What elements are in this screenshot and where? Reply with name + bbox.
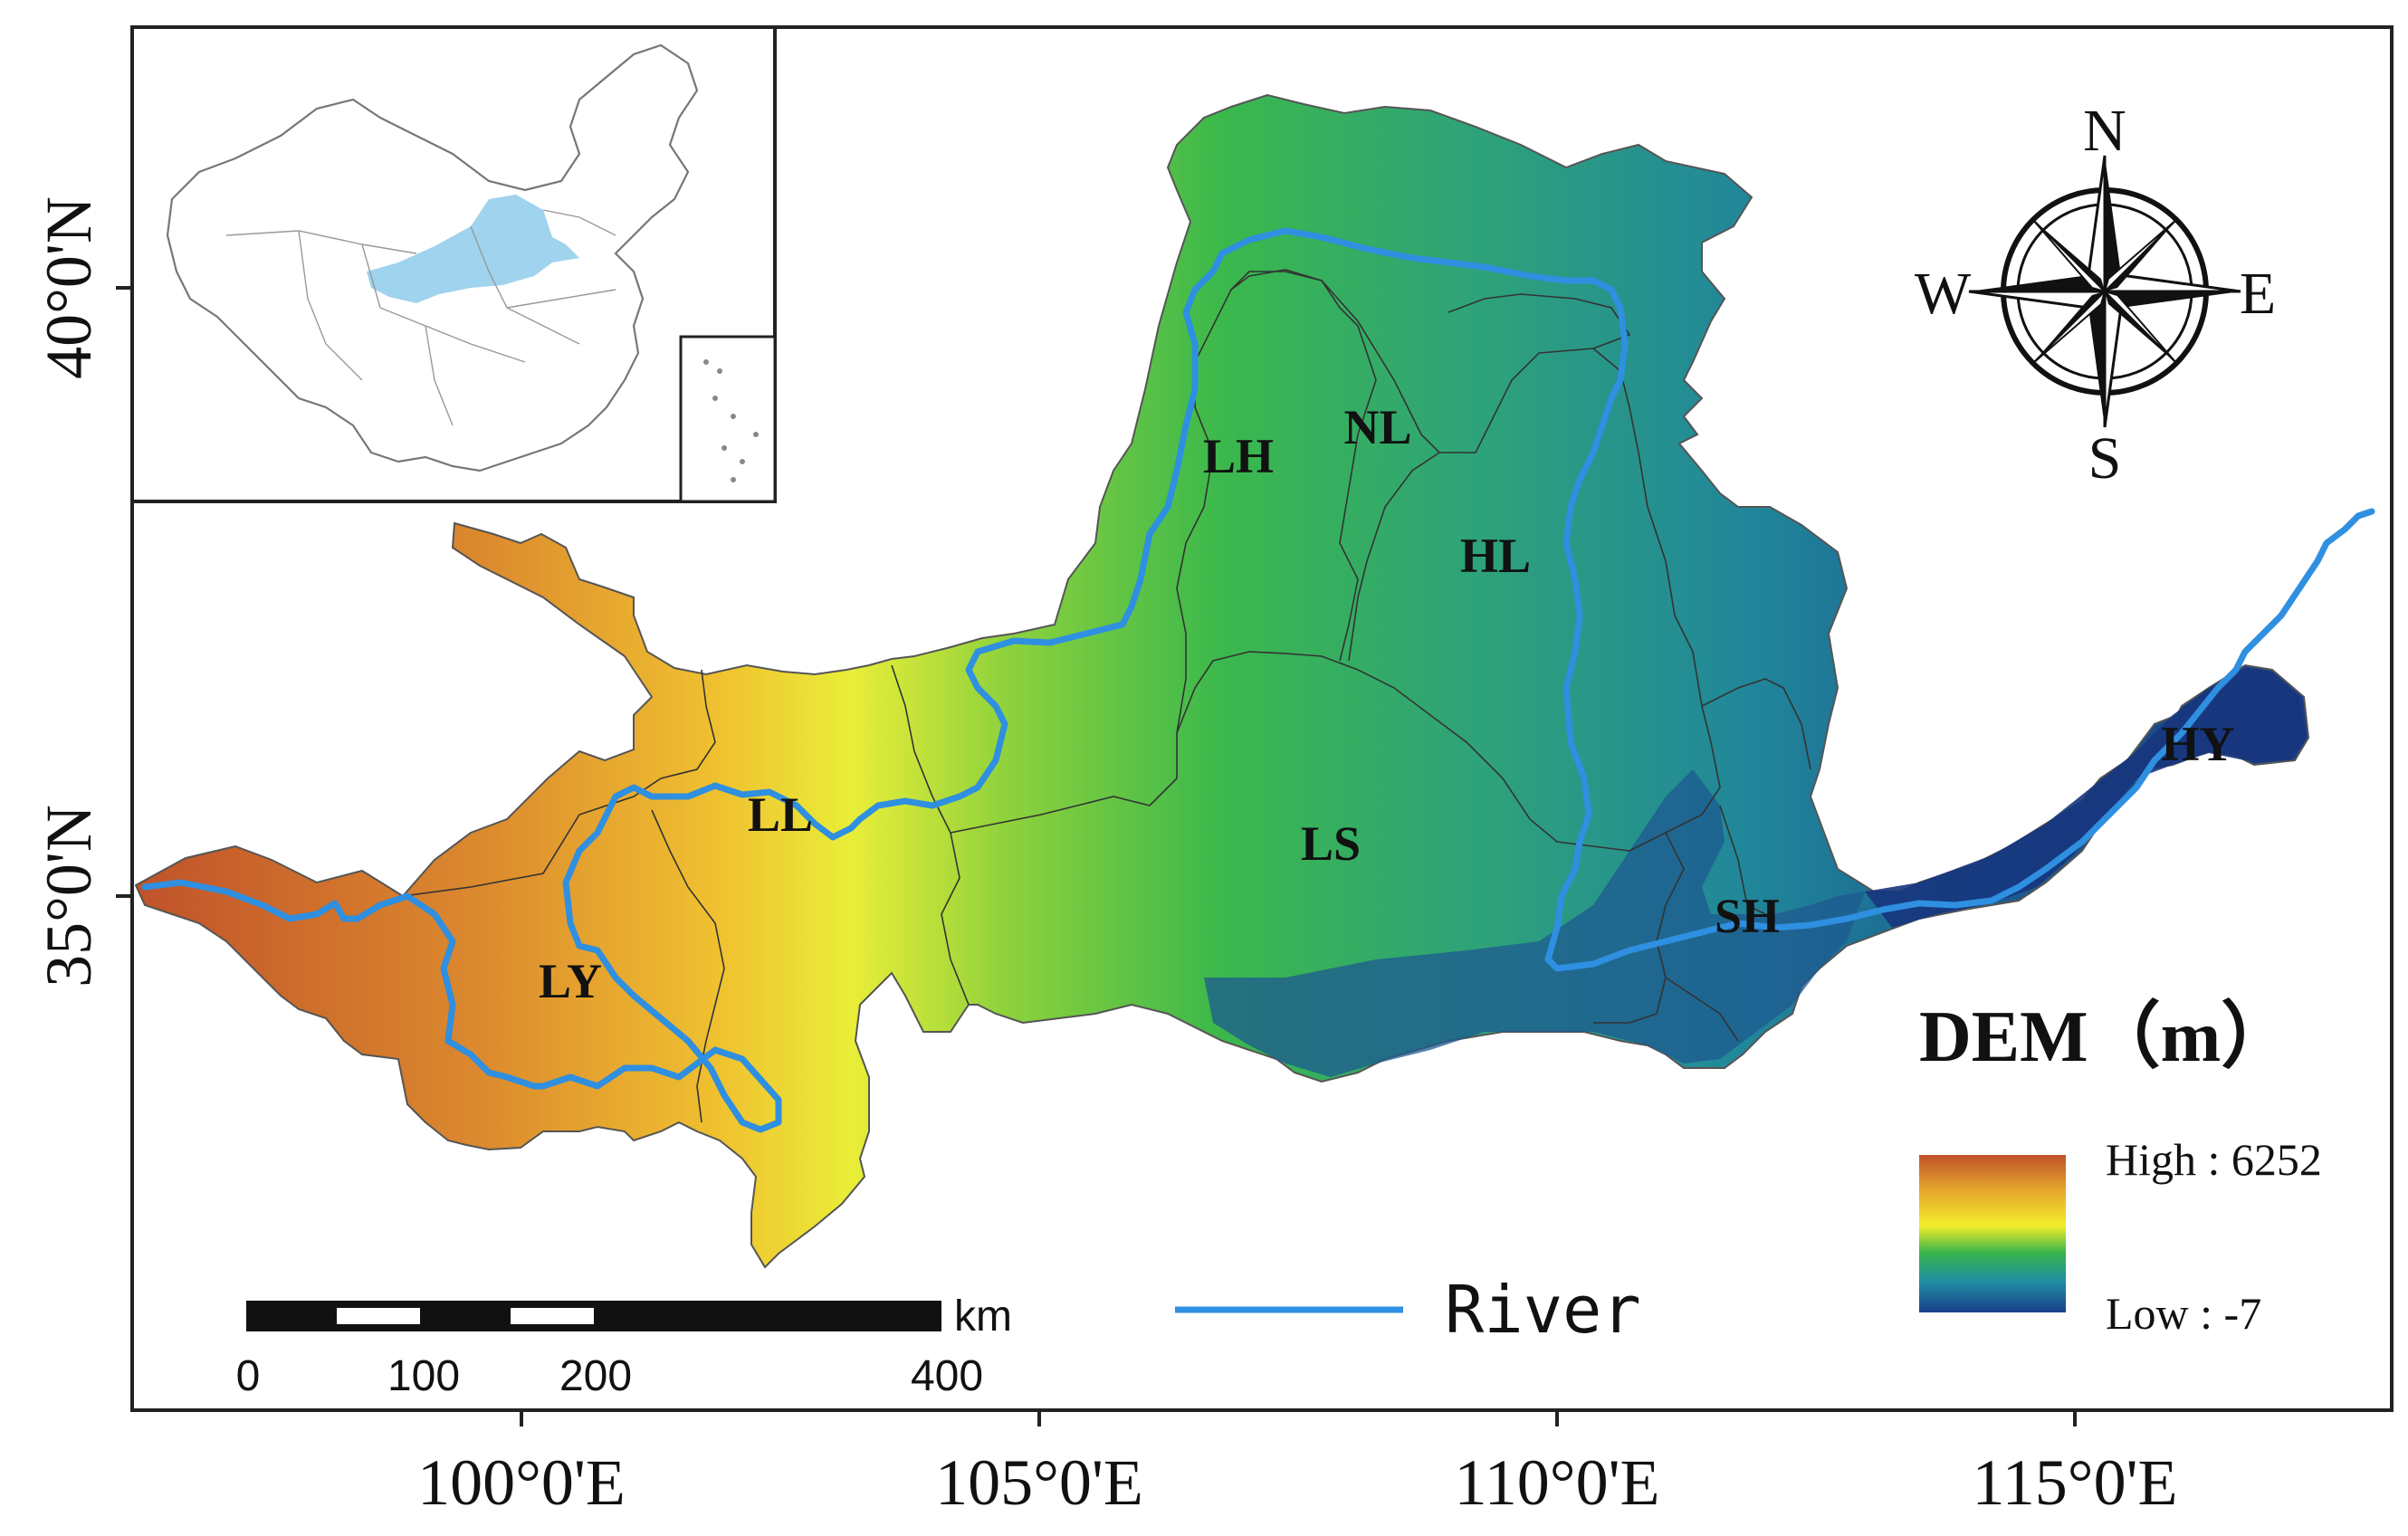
scale-bar-label: 400 — [911, 1352, 983, 1400]
region-label-nl: NL — [1343, 400, 1411, 454]
dem-legend-title: DEM（m） — [1919, 997, 2293, 1077]
south-china-sea-islands — [703, 359, 759, 482]
region-label-ly: LY — [539, 954, 602, 1008]
compass-rose-icon — [1968, 155, 2241, 428]
region-label-hy: HY — [2162, 717, 2235, 771]
south-china-sea-inset — [679, 335, 777, 503]
region-label-sh: SH — [1715, 889, 1780, 943]
inset-province-lines — [225, 209, 616, 426]
region-label-lh: LH — [1203, 429, 1274, 483]
scale-bar: km 0 100 200 400 — [236, 1293, 1012, 1400]
dem-color-ramp — [1919, 1155, 2066, 1312]
dem-legend-low: Low : -7 — [2106, 1288, 2261, 1339]
y-tick-label: 35°0'N — [33, 805, 105, 987]
yellow-river-line — [141, 227, 2375, 1133]
region-label-ll: LL — [748, 787, 813, 842]
scale-bar-unit: km — [954, 1293, 1012, 1340]
scale-bar-label: 0 — [236, 1352, 261, 1400]
axis-ticks — [116, 286, 2077, 1426]
compass-w-label: W — [1915, 261, 1972, 327]
river-legend: River — [1175, 1272, 1641, 1348]
x-tick-label: 110°0'E — [1454, 1446, 1659, 1519]
dem-legend: DEM（m） High : 6252 Low : -7 — [1919, 997, 2322, 1339]
compass-e-label: E — [2240, 261, 2276, 327]
china-inset-map — [130, 25, 777, 503]
region-label-ls: LS — [1301, 816, 1361, 871]
compass-s-label: S — [2088, 425, 2122, 491]
y-tick-label: 40°0'N — [33, 196, 105, 379]
compass-n-label: N — [2083, 98, 2126, 164]
subbasin-boundaries — [402, 269, 1811, 1123]
x-tick-label: 105°0'E — [935, 1446, 1143, 1519]
x-tick-label: 115°0'E — [1972, 1446, 2177, 1519]
lower-reach-overlay — [1865, 668, 2307, 928]
x-tick-label: 100°0'E — [417, 1446, 626, 1519]
river-legend-label: River — [1445, 1272, 1641, 1348]
inset-basin-highlight — [367, 195, 579, 303]
scale-bar-label: 200 — [559, 1352, 632, 1400]
scale-bar-label: 100 — [387, 1352, 460, 1400]
region-label-hl: HL — [1460, 529, 1531, 583]
dem-legend-high: High : 6252 — [2106, 1134, 2322, 1185]
